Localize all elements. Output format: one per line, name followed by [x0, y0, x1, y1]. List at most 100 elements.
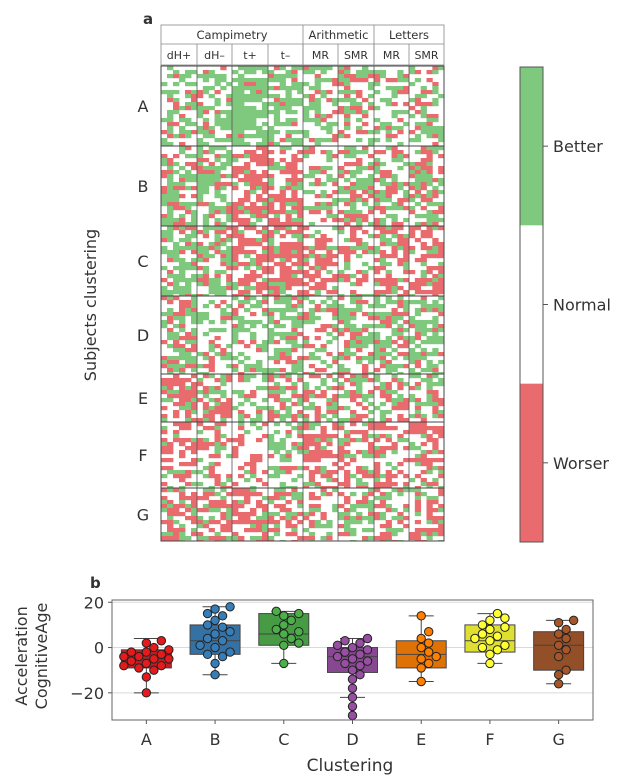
heatmap-cell: [250, 278, 257, 283]
heatmap-cell: [179, 352, 186, 357]
heatmap-cell: [379, 402, 387, 407]
heatmap-cell: [291, 262, 298, 267]
heatmap-cell: [391, 316, 398, 321]
heatmap-cell: [202, 234, 210, 239]
heatmap-cell: [297, 182, 304, 187]
heatmap-cell: [368, 520, 375, 525]
heatmap-cell: [202, 110, 210, 115]
heatmap-cell: [291, 250, 298, 255]
heatmap-cell: [344, 470, 351, 475]
heatmap-cell: [350, 390, 357, 395]
heatmap-cell: [250, 524, 257, 529]
heatmap-cell: [191, 234, 198, 239]
heatmap-cell: [420, 186, 427, 191]
heatmap-cell: [385, 390, 392, 395]
heatmap-cell: [202, 426, 210, 431]
heatmap-cell: [308, 450, 316, 455]
heatmap-cell: [332, 214, 339, 219]
heatmap-cell: [420, 130, 427, 135]
heatmap-cell: [356, 504, 363, 509]
heatmap-cell: [214, 206, 221, 211]
heatmap-cell: [320, 246, 327, 251]
heatmap-cell: [291, 532, 298, 537]
heatmap-cell: [226, 312, 233, 317]
heatmap-cell: [308, 94, 316, 99]
heatmap-cell: [179, 300, 186, 305]
heatmap-cell: [314, 102, 321, 107]
heatmap-cell: [303, 446, 310, 451]
heatmap-cell: [432, 528, 439, 533]
heatmap-cell: [362, 250, 369, 255]
heatmap-cell: [161, 138, 168, 143]
heatmap-cell: [414, 138, 422, 143]
heatmap-cell: [362, 190, 369, 195]
data-point: [156, 649, 167, 660]
heatmap-cell: [232, 94, 239, 99]
heatmap-cell: [220, 182, 227, 187]
heatmap-cell: [350, 324, 357, 329]
heatmap-cell: [326, 202, 333, 207]
heatmap-cell: [167, 516, 174, 521]
heatmap-cell: [420, 450, 427, 455]
heatmap-cell: [208, 286, 215, 291]
heatmap-cell: [303, 482, 310, 487]
heatmap-cell: [344, 434, 351, 439]
heatmap-cell: [244, 194, 251, 199]
heatmap-cell: [279, 138, 286, 143]
heatmap-cell: [350, 282, 357, 287]
heatmap-cell: [414, 474, 422, 479]
heatmap-cell: [314, 348, 321, 353]
heatmap-cell: [291, 242, 298, 247]
heatmap-cell: [344, 348, 351, 353]
heatmap-cell: [432, 218, 439, 223]
heatmap-cell: [391, 426, 398, 431]
heatmap-cell: [379, 262, 387, 267]
heatmap-cell: [297, 282, 304, 287]
heatmap-cell: [226, 504, 233, 509]
heatmap-cell: [208, 488, 215, 493]
heatmap-cell: [191, 106, 198, 111]
heatmap-cell: [374, 478, 381, 483]
heatmap-cell: [220, 154, 227, 159]
heatmap-cell: [167, 508, 174, 513]
heatmap-cell: [297, 466, 304, 471]
heatmap-cell: [385, 134, 392, 139]
cluster-label: E: [138, 389, 148, 408]
heatmap-cell: [250, 536, 257, 541]
heatmap-cell: [268, 186, 275, 191]
heatmap-cell: [385, 270, 392, 275]
heatmap-cell: [391, 126, 398, 131]
heatmap-cell: [338, 386, 345, 391]
heatmap-cell: [391, 308, 398, 313]
heatmap-cell: [374, 406, 381, 411]
heatmap-cell: [397, 294, 404, 297]
heatmap-cell: [268, 70, 275, 75]
heatmap-cell: [291, 70, 298, 75]
heatmap-cell: [385, 282, 392, 287]
heatmap-cell: [344, 254, 351, 259]
heatmap-cell: [291, 414, 298, 419]
heatmap-cell: [279, 198, 286, 203]
heatmap-cell: [262, 296, 269, 301]
heatmap-cell: [185, 508, 192, 513]
heatmap-cell: [326, 470, 333, 475]
heatmap-cell: [173, 430, 180, 435]
heatmap-cell: [214, 402, 221, 407]
heatmap-cell: [238, 218, 245, 223]
heatmap-cell: [291, 278, 298, 283]
heatmap-cell: [232, 90, 239, 95]
heatmap-cell: [303, 146, 310, 151]
heatmap-cell: [197, 74, 204, 79]
heatmap-cell: [285, 210, 292, 215]
heatmap-cell: [220, 528, 227, 533]
heatmap-cell: [385, 496, 392, 501]
heatmap-cell: [350, 340, 357, 345]
heatmap-cell: [285, 348, 292, 353]
heatmap-cell: [414, 278, 422, 283]
heatmap-cell: [208, 528, 215, 533]
heatmap-cell: [256, 304, 263, 309]
heatmap-cell: [202, 504, 210, 509]
heatmap-cell: [262, 308, 269, 313]
heatmap-cell: [308, 508, 316, 513]
heatmap-cell: [214, 178, 221, 183]
